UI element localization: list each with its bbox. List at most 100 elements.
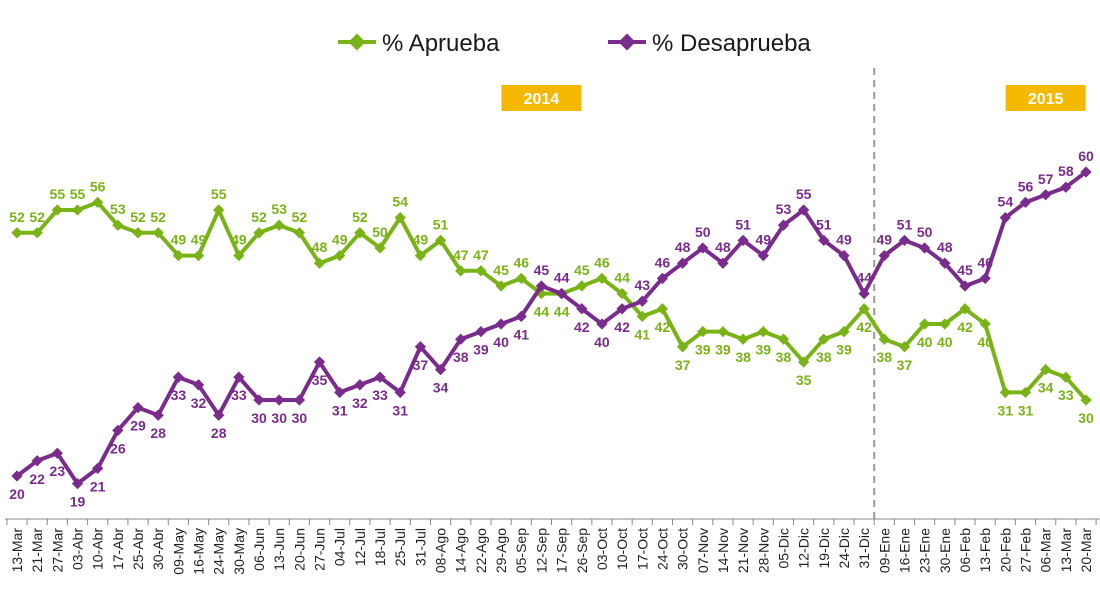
data-label: 52	[9, 209, 25, 225]
data-label: 31	[998, 402, 1014, 418]
data-label: 51	[816, 216, 832, 232]
x-tick-label: 09-May	[170, 528, 186, 575]
data-point	[616, 287, 628, 300]
data-point	[656, 272, 669, 285]
data-label: 22	[29, 471, 45, 487]
data-point	[414, 341, 427, 353]
data-point	[656, 303, 669, 315]
data-point	[172, 249, 185, 262]
data-point	[757, 325, 769, 338]
data-point	[918, 318, 931, 330]
legend: % Aprueba % Desaprueba	[338, 30, 811, 57]
data-label: 57	[1038, 171, 1054, 187]
x-tick-label: 24-Dic	[836, 528, 852, 568]
data-label: 44	[856, 270, 872, 286]
data-label: 28	[150, 425, 166, 441]
data-label: 33	[171, 387, 187, 403]
data-label: 32	[352, 395, 368, 411]
data-point	[838, 325, 850, 338]
data-label: 31	[332, 402, 348, 418]
x-tick-label: 27-Mar	[49, 528, 65, 573]
x-tick-label: 05-Dic	[775, 528, 791, 568]
x-tick-label: 18-Jul	[372, 528, 388, 566]
data-point	[676, 341, 689, 353]
data-label: 41	[634, 326, 650, 342]
data-label: 38	[453, 349, 469, 365]
data-point	[1040, 189, 1052, 201]
x-tick-label: 12-Jul	[352, 528, 368, 566]
data-label: 40	[937, 334, 953, 350]
data-point	[455, 333, 467, 345]
x-tick-label: 19-Dic	[816, 528, 832, 568]
x-tick-label: 20-Mar	[1078, 528, 1094, 573]
data-label: 37	[675, 357, 691, 373]
data-point	[11, 227, 23, 239]
x-tick-label: 10-Abr	[90, 528, 106, 570]
x-tick-label: 03-Abr	[70, 528, 86, 570]
data-label: 49	[413, 232, 429, 248]
data-label: 49	[755, 232, 771, 248]
data-label: 48	[312, 239, 328, 255]
data-label: 39	[755, 342, 771, 358]
data-label: 42	[614, 319, 630, 335]
legend-label-desaprueba: % Desaprueba	[652, 30, 811, 57]
data-point	[334, 249, 346, 262]
data-label: 51	[897, 216, 913, 232]
data-label: 33	[372, 387, 388, 403]
data-label: 35	[796, 372, 812, 388]
data-point	[354, 227, 366, 239]
data-point	[233, 249, 245, 262]
data-label: 53	[110, 201, 126, 217]
data-label: 39	[473, 342, 489, 358]
x-tick-label: 13-Mar	[9, 528, 25, 573]
legend-item-aprueba[interactable]: % Aprueba	[338, 30, 500, 57]
data-label: 43	[634, 277, 650, 293]
x-tick-label: 24-May	[211, 528, 227, 575]
data-label: 34	[433, 380, 449, 396]
x-tick-label: 14-Ago	[453, 528, 469, 573]
data-point	[31, 455, 43, 467]
data-label: 48	[715, 239, 731, 255]
x-tick-label: 10-Oct	[614, 528, 630, 570]
data-label: 33	[231, 387, 247, 403]
data-point	[858, 287, 870, 300]
data-label: 38	[877, 349, 893, 365]
data-label: 56	[1018, 178, 1034, 194]
data-label: 39	[836, 342, 852, 358]
data-label: 60	[1078, 148, 1094, 164]
data-point	[334, 386, 346, 399]
x-tick-label: 30-Abr	[150, 528, 166, 570]
x-tick-label: 25-Abr	[130, 528, 146, 570]
legend-item-desaprueba[interactable]: % Desaprueba	[608, 30, 811, 57]
data-label: 48	[937, 239, 953, 255]
data-label: 44	[534, 304, 550, 320]
x-tick-label: 27-Jun	[312, 528, 328, 571]
data-label: 40	[977, 334, 993, 350]
data-point	[1080, 166, 1092, 178]
data-label: 49	[836, 232, 852, 248]
data-label: 31	[392, 402, 408, 418]
x-tick-label: 13-Jun	[271, 528, 287, 571]
legend-marker-aprueba	[348, 33, 366, 51]
data-point	[434, 234, 447, 247]
data-label: 32	[191, 395, 207, 411]
data-point	[273, 394, 285, 406]
data-point	[596, 318, 608, 330]
data-label: 44	[554, 304, 570, 320]
data-label: 52	[352, 209, 368, 225]
data-label: 58	[1058, 163, 1074, 179]
data-point	[737, 333, 749, 345]
data-label: 51	[433, 216, 449, 232]
data-label: 50	[695, 224, 711, 240]
data-label: 30	[292, 410, 308, 426]
data-point	[132, 227, 144, 239]
data-point	[213, 204, 225, 216]
data-point	[717, 325, 729, 338]
data-label: 49	[191, 232, 207, 248]
data-label: 42	[574, 319, 590, 335]
data-label: 42	[655, 319, 671, 335]
data-label: 39	[695, 342, 711, 358]
data-point	[92, 196, 104, 209]
data-label: 46	[655, 254, 671, 270]
